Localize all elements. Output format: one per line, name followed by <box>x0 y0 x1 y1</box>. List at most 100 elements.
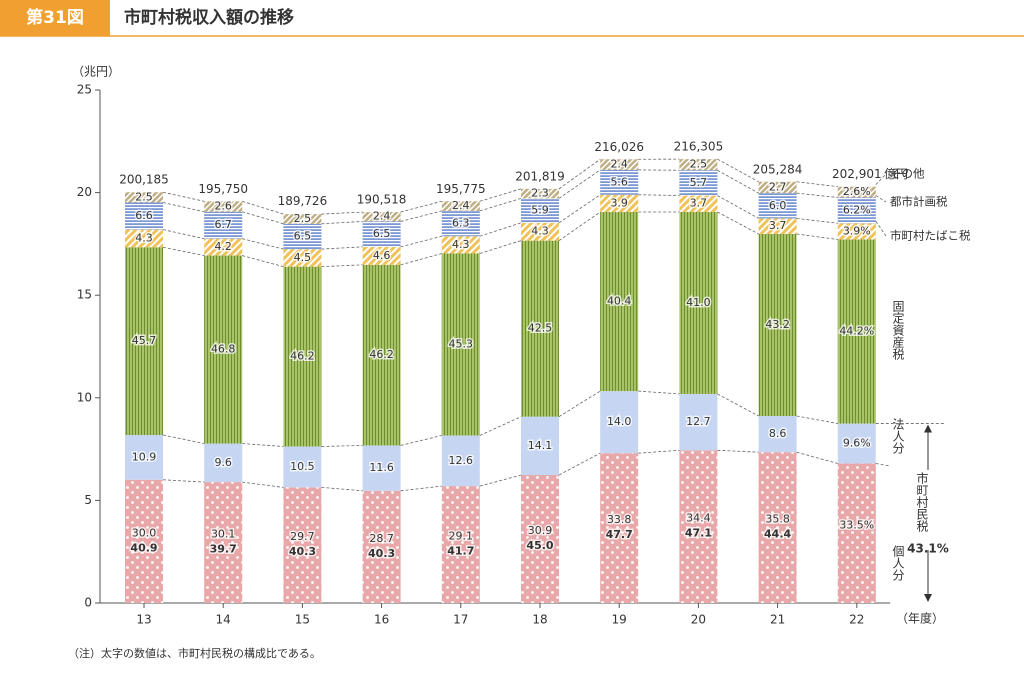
bar-pattern <box>837 197 876 224</box>
connector <box>875 221 887 237</box>
data-label: 2.4 <box>610 158 628 171</box>
connector <box>796 181 838 188</box>
total-label: 195,750 <box>198 182 248 196</box>
bar-pattern <box>600 159 639 170</box>
data-label: 2.3 <box>531 187 549 200</box>
x-axis-label: （年度） <box>896 611 944 626</box>
x-tick-label: 16 <box>374 613 389 627</box>
connector <box>242 255 284 268</box>
bar-pattern <box>362 246 401 265</box>
data-label: 45.3 <box>449 337 474 350</box>
bar-pattern <box>600 212 639 392</box>
bar-segment <box>125 434 163 480</box>
connector <box>400 210 442 222</box>
connector <box>558 158 601 190</box>
bar-pattern <box>441 201 480 211</box>
data-label: 5.6 <box>610 175 628 188</box>
resident-share-label: 41.7 <box>447 545 474 558</box>
x-tick-label: 17 <box>453 613 468 627</box>
data-label: 9.6 <box>214 456 232 469</box>
connector <box>321 246 363 250</box>
resident-share-label: 47.7 <box>606 528 633 541</box>
connector <box>875 173 887 185</box>
bar-segment <box>837 423 876 464</box>
y-tick-label: 10 <box>77 390 92 404</box>
connector <box>400 253 442 266</box>
connector <box>321 264 363 268</box>
connector <box>717 158 759 183</box>
bar-pattern <box>362 221 401 247</box>
connector <box>400 235 442 248</box>
data-label: 2.5 <box>294 212 312 225</box>
data-label: 28.7 <box>369 532 394 545</box>
resident-share-label: 47.1 <box>685 527 712 540</box>
data-label: 33.8 <box>607 513 632 526</box>
resident-share-label: 39.7 <box>210 543 237 556</box>
bar-pattern <box>441 253 480 436</box>
bar-segment <box>521 416 559 476</box>
bar-pattern <box>125 247 163 435</box>
y-tick-label: 0 <box>84 596 92 610</box>
data-label: 12.6 <box>449 454 474 467</box>
total-unit: 億円 <box>884 167 908 181</box>
x-tick-label: 19 <box>612 613 627 627</box>
connector <box>321 221 363 225</box>
connector <box>162 191 205 202</box>
legend-label: 都市計画税 <box>890 195 948 209</box>
bar-pattern <box>204 482 243 603</box>
data-label: 6.7 <box>214 218 232 231</box>
connector <box>162 202 205 213</box>
connector <box>479 240 522 254</box>
figure-label-box <box>0 0 110 36</box>
connector <box>717 195 759 219</box>
data-label: 33.5% <box>839 518 874 531</box>
data-label: 46.8 <box>211 343 236 356</box>
data-label: 46.2 <box>290 350 315 363</box>
resident-share-label: 43.1% <box>907 542 949 556</box>
x-tick-label: 21 <box>770 613 785 627</box>
data-label: 12.7 <box>686 415 711 428</box>
bar-pattern <box>125 202 163 230</box>
bar-pattern <box>521 475 559 603</box>
resident-share-label: 40.3 <box>368 547 395 560</box>
resident-share-label: 44.4 <box>764 528 791 541</box>
y-axis-label: （兆円） <box>72 65 120 79</box>
connector <box>400 200 442 213</box>
y-tick-label: 20 <box>77 185 92 199</box>
bar-pattern <box>600 453 639 603</box>
connector <box>479 198 522 212</box>
data-label: 45.7 <box>132 334 157 347</box>
data-label: 41.0 <box>686 296 711 309</box>
data-label: 2.5 <box>135 190 153 203</box>
total-label: 195,775 <box>436 182 486 196</box>
total-label: 200,185 <box>119 173 169 187</box>
data-label: 34.4 <box>686 512 711 525</box>
connector <box>242 238 284 250</box>
connector <box>242 200 284 215</box>
bar-pattern <box>600 169 639 195</box>
x-tick-label: 14 <box>216 613 231 627</box>
data-label: 43.2 <box>765 318 790 331</box>
bar-pattern <box>441 236 480 254</box>
connector <box>717 449 759 453</box>
data-label: 2.5 <box>690 158 708 171</box>
bar-pattern <box>125 192 163 203</box>
connector <box>242 481 284 488</box>
y-tick-label: 15 <box>77 288 92 302</box>
connector <box>717 169 759 194</box>
data-label: 2.6 <box>214 200 232 213</box>
legend-label: 市町村たばこ税 <box>890 229 971 243</box>
y-tick-label: 25 <box>77 83 92 97</box>
connector <box>796 192 838 198</box>
bar-pattern <box>362 212 401 222</box>
bar-pattern <box>758 181 797 194</box>
bar-pattern <box>758 218 797 234</box>
data-label: 5.9 <box>531 204 549 217</box>
bar-segment <box>441 435 480 487</box>
bar-pattern <box>521 222 559 241</box>
bar-segment <box>362 445 401 491</box>
bar-pattern <box>679 450 718 603</box>
data-label: 29.7 <box>290 530 315 543</box>
bar-pattern <box>758 193 797 219</box>
